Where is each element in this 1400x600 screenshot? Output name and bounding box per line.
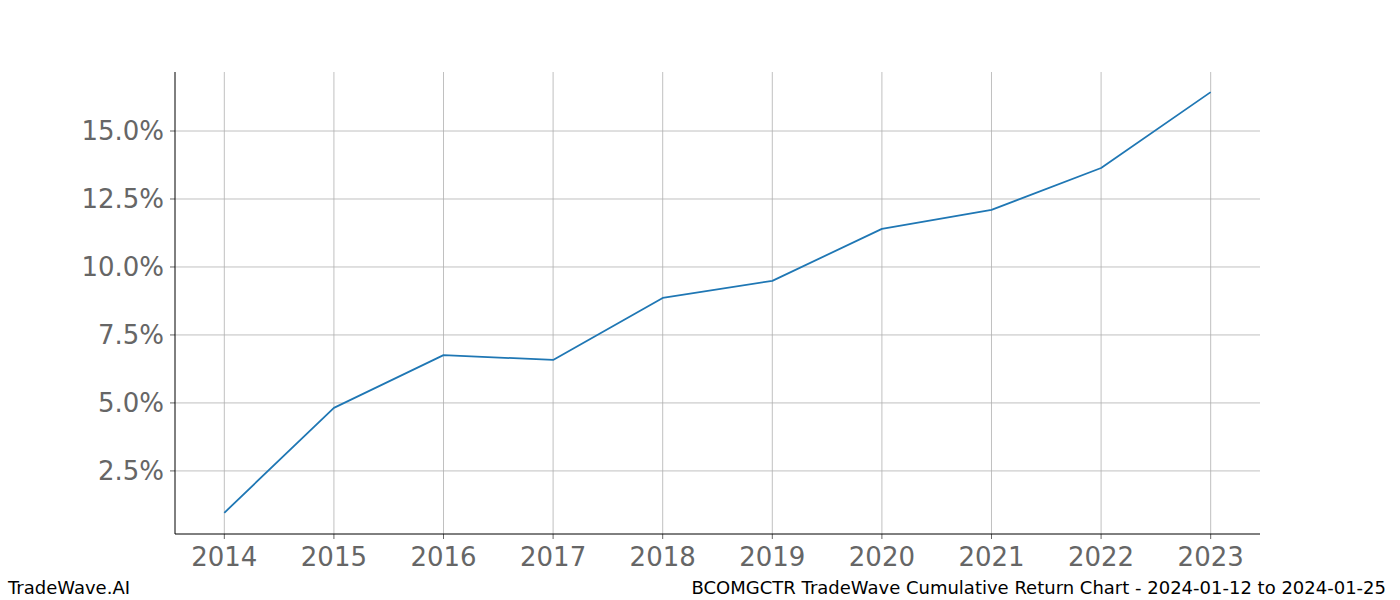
ticks: 2014 2015 2016 2017 2018 2019 2020 2021 2022 2023… xyxy=(81,116,1243,572)
grid-line xyxy=(175,131,1260,132)
x-tick-label: 2015 xyxy=(301,542,367,572)
grid-line xyxy=(224,72,225,534)
tick-mark xyxy=(553,534,554,539)
y-tick-label: 15.0% xyxy=(81,116,164,146)
x-tick-label: 2018 xyxy=(630,542,696,572)
chart: 2014 2015 2016 2017 2018 2019 2020 2021 2022 2023… xyxy=(0,0,1400,600)
y-tick-label: 12.5% xyxy=(81,184,164,214)
grid-line xyxy=(991,72,992,534)
grid-line xyxy=(175,470,1260,471)
y-tick-label: 7.5% xyxy=(98,320,164,350)
tick-mark xyxy=(1101,534,1102,539)
grid-line xyxy=(333,72,334,534)
y-tick-label: 10.0% xyxy=(81,252,164,282)
y-axis xyxy=(175,72,176,534)
y-tick-label: 5.0% xyxy=(98,388,164,418)
x-tick-label: 2022 xyxy=(1068,542,1134,572)
tick-mark xyxy=(662,534,663,539)
grid-line xyxy=(881,72,882,534)
tick-mark xyxy=(170,131,175,132)
grid-line xyxy=(772,72,773,534)
grid-line xyxy=(175,334,1260,335)
x-tick-label: 2021 xyxy=(958,542,1024,572)
grid-line xyxy=(175,402,1260,403)
tick-mark xyxy=(1210,534,1211,539)
tick-mark xyxy=(170,402,175,403)
x-axis xyxy=(175,534,1260,535)
tick-mark xyxy=(224,534,225,539)
tick-mark xyxy=(991,534,992,539)
tick-mark xyxy=(333,534,334,539)
tick-mark xyxy=(170,334,175,335)
x-tick-label: 2014 xyxy=(191,542,257,572)
grid xyxy=(175,72,1260,534)
tick-mark xyxy=(772,534,773,539)
grid-line xyxy=(175,266,1260,267)
title: BCOMGCTR TradeWave Cumulative Return Cha… xyxy=(692,577,1387,598)
tick-mark xyxy=(170,198,175,199)
grid-line xyxy=(662,72,663,534)
grid-line xyxy=(443,72,444,534)
x-tick-label: 2016 xyxy=(410,542,476,572)
tick-mark xyxy=(170,266,175,267)
grid-line xyxy=(175,198,1260,199)
line xyxy=(224,92,1210,513)
y-tick-label: 2.5% xyxy=(98,456,164,486)
source: TradeWave.AI xyxy=(7,577,130,598)
series-group xyxy=(224,92,1210,513)
tick-mark xyxy=(881,534,882,539)
grid-line xyxy=(1210,72,1211,534)
x-tick-label: 2020 xyxy=(849,542,915,572)
grid-line xyxy=(1101,72,1102,534)
x-tick-label: 2023 xyxy=(1178,542,1244,572)
x-tick-label: 2019 xyxy=(739,542,805,572)
grid-line xyxy=(553,72,554,534)
tick-mark xyxy=(170,470,175,471)
tick-mark xyxy=(443,534,444,539)
x-tick-label: 2017 xyxy=(520,542,586,572)
